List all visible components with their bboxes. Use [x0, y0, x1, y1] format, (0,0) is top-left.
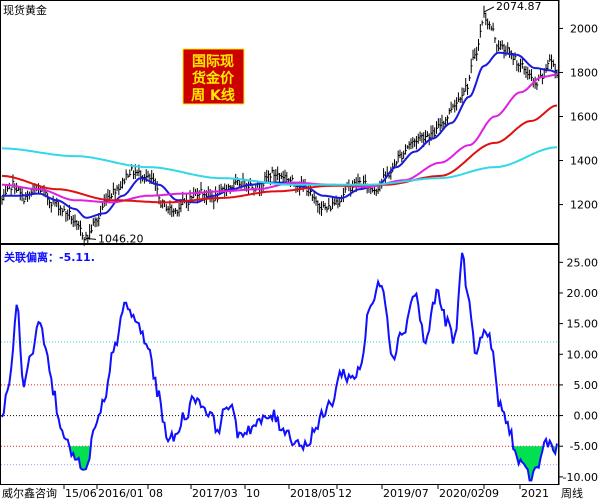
- x-axis: 15/06 2016/01 08 2017/03 10 2018/05 12 2019/07 2…: [63, 485, 549, 500]
- price-tick-label: 2000: [570, 22, 598, 35]
- price-tick-label: 1200: [570, 199, 598, 212]
- negative-fill-layer: [69, 446, 556, 481]
- price-tick-label: 1800: [570, 66, 598, 79]
- x-tick-label: 2019/07: [383, 487, 429, 500]
- x-tick-label: 2017/03: [192, 487, 238, 500]
- indicator-tick-label: 5.00: [574, 379, 599, 392]
- x-tick-label: 2018/05: [290, 487, 336, 500]
- badge-line-1: 国际现: [192, 54, 234, 70]
- price-tick-label: 1600: [570, 110, 598, 123]
- negative-zone-fill: [513, 446, 543, 481]
- indicator-tick-label: -10.00: [563, 471, 598, 484]
- series-layer: [1, 5, 559, 482]
- annotation-leader: [85, 237, 97, 240]
- footer-period: 周线: [561, 486, 583, 500]
- indicator-tick-label: 10.00: [567, 348, 599, 361]
- price-panel-frame: [0, 0, 559, 244]
- x-tick-label: 2020/02: [439, 487, 485, 500]
- x-tick-label: 2016/01: [98, 487, 144, 500]
- price-tick-label: 1400: [570, 155, 598, 168]
- annotation-label: 1046.20: [98, 232, 143, 245]
- x-tick-label: 12: [338, 487, 352, 500]
- indicator-label: 关联偏离：-5.11.: [4, 250, 95, 264]
- annotation-label: 2074.87: [496, 0, 542, 13]
- badge-line-2: 货金价: [191, 70, 235, 87]
- x-tick-label: 15/06: [65, 487, 97, 500]
- ma_short-line: [2, 51, 558, 219]
- deviation-line: [1, 252, 558, 482]
- x-tick-label: 09: [485, 487, 499, 500]
- indicator-tick-label: -5.00: [570, 440, 598, 453]
- ma_longest-line: [2, 146, 558, 186]
- weekly-badge: 国际现 货金价 周 K线: [182, 48, 245, 105]
- indicator-tick-label: 25.00: [567, 256, 599, 269]
- indicator-tick-label: 20.00: [567, 287, 599, 300]
- badge-line-3: 周 K线: [191, 87, 235, 104]
- ma_long-line: [1, 104, 558, 204]
- price-axis: 1200 1400 1600 1800 2000: [559, 22, 598, 212]
- indicator-tick-label: 15.00: [567, 318, 599, 331]
- footer-source: 威尔鑫咨询: [2, 486, 57, 500]
- x-tick-label: 2021: [521, 487, 549, 500]
- chart-title: 现货黄金: [3, 3, 47, 17]
- x-tick-label: 08: [149, 487, 163, 500]
- x-tick-label: 10: [246, 487, 260, 500]
- annotation-layer: 2074.87 1046.20: [85, 0, 542, 245]
- annotation-leader: [483, 6, 495, 13]
- indicator-axis: 25.00 20.00 15.00 10.00 5.00 0.00 -5.00 -10.00: [1, 256, 598, 484]
- indicator-tick-label: 0.00: [574, 410, 599, 423]
